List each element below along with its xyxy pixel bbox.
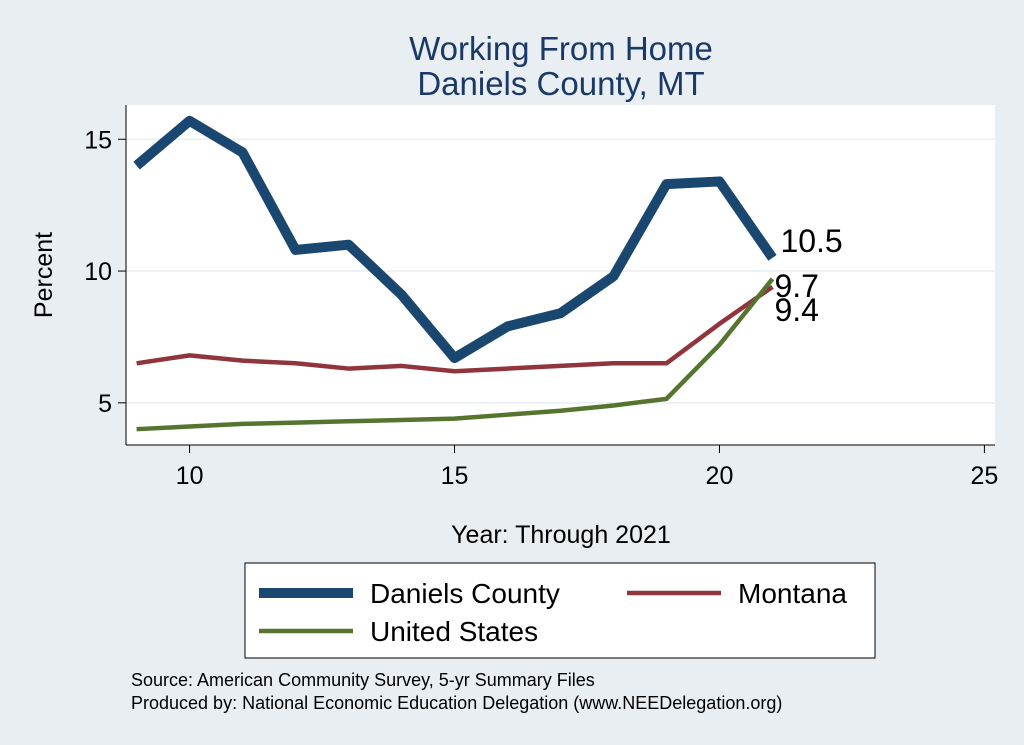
x-tick-label-10: 10 — [176, 462, 204, 490]
axes: 5 10 15 10 15 20 25 — [84, 105, 998, 490]
x-axis-title: Year: Through 2021 — [451, 521, 671, 549]
x-tick-label-15: 15 — [441, 462, 469, 490]
grid-lines — [126, 138, 995, 404]
end-label-united-states: 9.7 — [774, 268, 818, 304]
y-tick-label-10: 10 — [84, 258, 112, 286]
legend-box — [244, 562, 876, 659]
source-line: Source: American Community Survey, 5-yr … — [131, 670, 595, 690]
legend-label-united-states: United States — [370, 616, 538, 647]
x-tick-label-25: 25 — [970, 462, 998, 490]
producer-line: Produced by: National Economic Education… — [131, 693, 782, 713]
series-line-united-states — [136, 277, 775, 432]
x-tick-label-20: 20 — [706, 462, 734, 490]
end-labels: 10.5 9.49.7 — [774, 223, 842, 328]
series-lines — [133, 115, 777, 432]
series-line-daniels-county — [133, 115, 777, 364]
legend: Daniels County Montana United States — [259, 578, 847, 647]
plot-area — [126, 105, 995, 445]
chart-title-line-2: Daniels County, MT — [417, 65, 704, 102]
y-axis-title: Percent — [30, 232, 58, 318]
end-label-montana: 9.4 — [774, 292, 818, 328]
chart-title-line-1: Working From Home — [409, 30, 713, 67]
end-label-daniels-county: 10.5 — [780, 223, 842, 259]
legend-label-montana: Montana — [738, 578, 847, 609]
y-tick-label-5: 5 — [98, 390, 112, 418]
series-line-montana — [136, 285, 774, 374]
y-tick-label-15: 15 — [84, 126, 112, 154]
legend-label-daniels-county: Daniels County — [370, 578, 560, 609]
